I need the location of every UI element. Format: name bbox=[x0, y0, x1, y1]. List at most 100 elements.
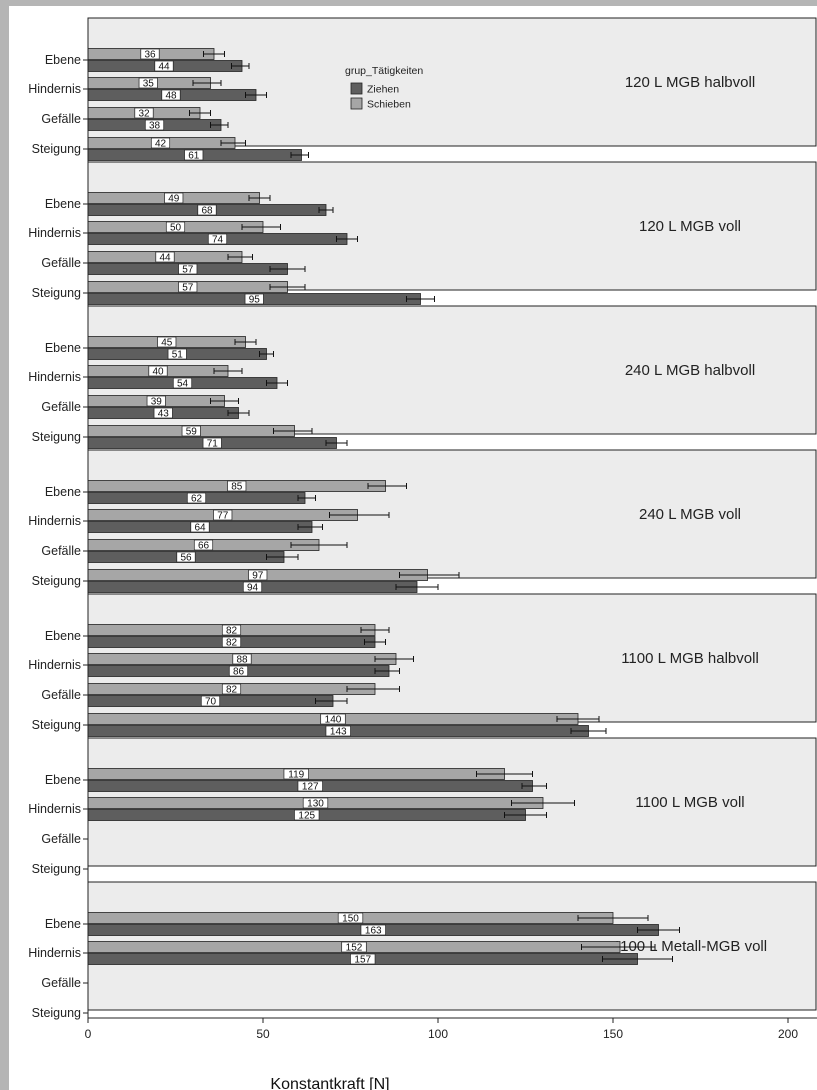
error-bar-schieben bbox=[346, 686, 400, 692]
data-label-schieben: 97 bbox=[248, 569, 268, 582]
data-label-schieben: 150 bbox=[337, 912, 364, 925]
data-label-text: 86 bbox=[233, 667, 245, 678]
data-label-ziehen: 62 bbox=[186, 492, 207, 505]
data-label-text: 85 bbox=[231, 482, 243, 493]
category-label: Steigung bbox=[32, 574, 81, 588]
data-label-schieben: 32 bbox=[134, 107, 154, 120]
error-bar-ziehen bbox=[602, 956, 673, 962]
data-label-text: 61 bbox=[188, 151, 200, 162]
data-label-box bbox=[207, 233, 228, 245]
data-label-box bbox=[172, 377, 193, 389]
category-label: Ebene bbox=[45, 629, 81, 643]
data-label-schieben: 50 bbox=[165, 221, 186, 234]
category-label: Steigung bbox=[32, 430, 81, 444]
data-label-text: 35 bbox=[143, 79, 155, 90]
data-label-text: 97 bbox=[252, 571, 264, 582]
error-bar-schieben bbox=[227, 254, 253, 260]
data-label-schieben: 49 bbox=[164, 192, 184, 205]
category-label: Steigung bbox=[32, 862, 81, 876]
data-label-box bbox=[146, 395, 166, 407]
data-label-box bbox=[248, 569, 268, 581]
error-bar-schieben bbox=[269, 284, 306, 290]
data-label-box bbox=[320, 713, 346, 725]
data-label-ziehen: 163 bbox=[360, 924, 386, 937]
data-label-box bbox=[184, 149, 204, 161]
error-bar-ziehen bbox=[521, 783, 547, 789]
data-label-box bbox=[148, 365, 168, 377]
legend-swatch-ziehen bbox=[350, 82, 363, 95]
data-label-box bbox=[221, 683, 242, 695]
data-label-text: 70 bbox=[205, 697, 217, 708]
data-label-ziehen: 43 bbox=[153, 407, 173, 420]
category-label: Gefälle bbox=[41, 400, 81, 414]
data-label-ziehen: 125 bbox=[294, 809, 320, 822]
error-bar-ziehen bbox=[364, 639, 386, 645]
data-label-box bbox=[360, 924, 386, 936]
data-label-box bbox=[213, 509, 233, 521]
data-label-ziehen: 157 bbox=[350, 953, 376, 966]
category-label: Gefälle bbox=[41, 256, 81, 270]
data-label-text: 68 bbox=[201, 206, 213, 217]
error-bar-schieben bbox=[374, 656, 414, 662]
data-label-schieben: 39 bbox=[146, 395, 166, 408]
data-label-box bbox=[181, 425, 201, 437]
data-label-text: 140 bbox=[325, 715, 342, 726]
data-label-box bbox=[202, 437, 222, 449]
error-bar-schieben bbox=[476, 771, 533, 777]
error-bar-schieben bbox=[360, 627, 390, 633]
data-label-text: 143 bbox=[330, 727, 347, 738]
panel-label: 120 L MGB halbvoll bbox=[625, 74, 755, 91]
data-label-box bbox=[155, 251, 175, 263]
data-label-text: 150 bbox=[342, 914, 359, 925]
panel-label: 240 L MGB voll bbox=[639, 506, 741, 523]
error-bar-ziehen bbox=[266, 380, 288, 386]
data-label-ziehen: 143 bbox=[325, 725, 351, 738]
data-label-schieben: 119 bbox=[283, 768, 309, 781]
data-label-text: 51 bbox=[172, 350, 184, 361]
category-label: Steigung bbox=[32, 1006, 81, 1020]
data-label-text: 49 bbox=[168, 194, 180, 205]
data-label-box bbox=[150, 137, 171, 149]
data-label-text: 57 bbox=[182, 265, 194, 276]
data-label-ziehen: 64 bbox=[190, 521, 210, 534]
category-label: Hindernis bbox=[28, 514, 81, 528]
data-label-text: 56 bbox=[180, 553, 192, 564]
data-label-box bbox=[164, 192, 184, 204]
error-bar-ziehen bbox=[259, 351, 274, 357]
data-label-box bbox=[228, 665, 249, 677]
data-label-schieben: 130 bbox=[302, 797, 329, 810]
data-label-box bbox=[302, 797, 329, 809]
data-label-box bbox=[193, 539, 214, 551]
panel-label: 240 L MGB halbvoll bbox=[625, 362, 755, 379]
data-label-box bbox=[134, 107, 154, 119]
data-label-schieben: 77 bbox=[213, 509, 233, 522]
data-label-text: 82 bbox=[226, 638, 238, 649]
error-bar-ziehen bbox=[269, 266, 306, 272]
data-label-text: 45 bbox=[161, 338, 173, 349]
error-bar-schieben bbox=[511, 800, 575, 806]
category-label: Steigung bbox=[32, 718, 81, 732]
panel-label: 1100 L MGB voll bbox=[635, 794, 744, 811]
error-bar-ziehen bbox=[231, 63, 250, 69]
error-bar-schieben bbox=[367, 483, 407, 489]
error-bar-schieben bbox=[192, 80, 222, 86]
error-bar-ziehen bbox=[325, 440, 348, 446]
error-bar-schieben bbox=[290, 542, 348, 548]
x-tick-label: 0 bbox=[85, 1027, 92, 1041]
error-bar-schieben bbox=[189, 110, 211, 116]
error-bar-schieben bbox=[210, 398, 239, 404]
error-bar-ziehen bbox=[315, 698, 348, 704]
data-label-ziehen: 70 bbox=[200, 695, 221, 708]
data-label-schieben: 140 bbox=[320, 713, 346, 726]
error-bar-ziehen bbox=[245, 92, 267, 98]
x-axis-title: Konstantkraft [N] bbox=[270, 1076, 389, 1090]
data-label-text: 127 bbox=[302, 782, 319, 793]
data-label-text: 42 bbox=[155, 139, 167, 150]
data-label-box bbox=[176, 551, 196, 563]
data-label-ziehen: 74 bbox=[207, 233, 228, 246]
data-label-text: 57 bbox=[182, 283, 194, 294]
data-label-box bbox=[297, 780, 323, 792]
data-label-box bbox=[294, 809, 320, 821]
